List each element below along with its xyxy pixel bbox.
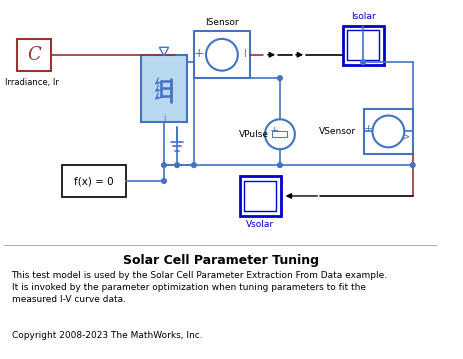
Text: f(x) = 0: f(x) = 0 <box>74 176 113 186</box>
Bar <box>194 31 250 78</box>
Text: VSensor: VSensor <box>319 127 357 136</box>
Bar <box>244 181 276 211</box>
Bar <box>343 26 384 65</box>
Bar <box>364 109 413 154</box>
Text: Copyright 2008-2023 The MathWorks, Inc.: Copyright 2008-2023 The MathWorks, Inc. <box>12 331 202 340</box>
Text: i: i <box>163 114 165 123</box>
Circle shape <box>410 163 415 167</box>
Bar <box>240 176 281 216</box>
Text: VPulse: VPulse <box>239 130 269 139</box>
Circle shape <box>278 76 282 80</box>
Text: C: C <box>27 46 41 64</box>
Text: Irradiance, Ir: Irradiance, Ir <box>5 78 59 87</box>
Text: +: + <box>364 123 374 134</box>
Circle shape <box>372 116 404 147</box>
Text: ISensor: ISensor <box>205 18 239 27</box>
Text: This test model is used by the Solar Cell Parameter Extraction From Data example: This test model is used by the Solar Cel… <box>12 271 388 280</box>
Bar <box>141 55 188 122</box>
Text: V: V <box>383 125 394 139</box>
Circle shape <box>265 119 295 149</box>
Text: >: > <box>402 131 410 141</box>
Circle shape <box>162 163 166 167</box>
Text: measured I-V curve data.: measured I-V curve data. <box>12 295 125 304</box>
Circle shape <box>192 163 196 167</box>
Text: l: l <box>243 49 246 59</box>
Circle shape <box>278 163 282 167</box>
Bar <box>347 31 379 60</box>
Text: +: + <box>193 47 204 60</box>
Circle shape <box>206 39 238 71</box>
Bar <box>62 165 125 197</box>
Bar <box>17 39 51 71</box>
Text: Vsolar: Vsolar <box>246 220 275 229</box>
Text: Isolar: Isolar <box>351 12 375 21</box>
Polygon shape <box>159 47 169 56</box>
Text: +: + <box>269 126 279 136</box>
Text: Solar Cell Parameter Tuning: Solar Cell Parameter Tuning <box>123 254 319 267</box>
Text: −: − <box>278 131 289 144</box>
Circle shape <box>162 179 166 183</box>
Bar <box>272 131 288 137</box>
Circle shape <box>361 60 365 65</box>
Text: A: A <box>216 48 227 62</box>
Text: It is invoked by the parameter optimization when tuning parameters to fit the: It is invoked by the parameter optimizat… <box>12 283 366 292</box>
Circle shape <box>175 163 179 167</box>
